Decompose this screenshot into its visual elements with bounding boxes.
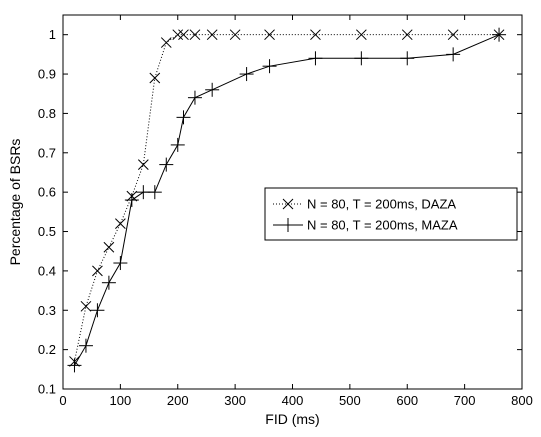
legend-marker (282, 198, 294, 210)
ticks-layer: 0 100 200 300 400 500 600 700 800 0.1 0.2 0.3 0.4 0.5… (38, 15, 533, 408)
data-point (137, 159, 149, 170)
data-point (80, 300, 92, 312)
data-point (101, 275, 116, 290)
legend-label-maza: N = 80, T = 200ms, MAZA (307, 218, 458, 233)
data-point (170, 137, 185, 152)
y-tick-label: 0.3 (38, 303, 56, 318)
data-point (78, 338, 93, 353)
data-point (176, 110, 191, 125)
data-point (187, 90, 202, 105)
y-tick-label: 0.6 (38, 185, 56, 200)
data-point (67, 358, 82, 373)
y-tick-label: 0.8 (38, 106, 56, 121)
y-tick-label: 0.2 (38, 342, 56, 357)
data-point (446, 47, 461, 62)
x-tick-label: 400 (282, 393, 304, 408)
x-tick-label: 300 (224, 393, 246, 408)
data-point (159, 157, 174, 172)
data-point (113, 256, 128, 271)
data-point (354, 51, 369, 66)
series-0 (69, 29, 505, 367)
data-point (400, 51, 415, 66)
data-point (147, 185, 162, 200)
data-point (229, 29, 241, 41)
data-point (149, 72, 161, 84)
x-axis-label: FID (ms) (265, 411, 319, 427)
y-tick-label: 0.1 (38, 382, 56, 397)
data-point (492, 27, 507, 42)
y-tick-label: 0.4 (38, 263, 56, 278)
legend-entry-maza: N = 80, T = 200ms, MAZA (273, 218, 458, 233)
x-tick-label: 0 (59, 393, 66, 408)
data-point (401, 29, 413, 41)
series-1 (67, 27, 507, 373)
y-tick-label: 1 (49, 27, 56, 42)
y-tick-label: 0.5 (38, 224, 56, 239)
series-layer (67, 27, 507, 373)
data-point (178, 29, 189, 41)
x-tick-label: 500 (339, 393, 361, 408)
legend-marker (281, 218, 295, 232)
data-point (90, 303, 105, 318)
data-point (262, 59, 277, 74)
data-point (189, 29, 201, 41)
data-point (160, 37, 172, 48)
data-point (172, 29, 184, 41)
x-tick-label: 100 (110, 393, 132, 408)
data-point (92, 265, 103, 277)
legend-label-daza: N = 80, T = 200ms, DAZA (307, 197, 456, 212)
data-point (447, 29, 459, 41)
data-point (103, 241, 115, 253)
data-point (239, 67, 254, 82)
data-point (205, 82, 220, 97)
series-line (74, 34, 500, 366)
x-tick-label: 800 (511, 393, 533, 408)
data-point (308, 51, 323, 66)
legend: N = 80, T = 200ms, DAZA N = 80, T = 200m… (264, 187, 518, 241)
legend-entry-daza: N = 80, T = 200ms, DAZA (273, 197, 456, 212)
y-tick-label: 0.9 (38, 67, 56, 82)
data-point (124, 193, 139, 208)
y-axis-label: Percentage of BSRs (7, 139, 23, 266)
data-point (115, 218, 126, 230)
x-tick-label: 600 (396, 393, 418, 408)
y-tick-label: 0.7 (38, 145, 56, 160)
data-point (206, 29, 218, 41)
x-tick-label: 200 (167, 393, 189, 408)
x-tick-label: 700 (454, 393, 476, 408)
data-point (310, 29, 321, 41)
data-point (264, 29, 275, 41)
data-point (355, 29, 367, 41)
legend-box (264, 187, 518, 241)
